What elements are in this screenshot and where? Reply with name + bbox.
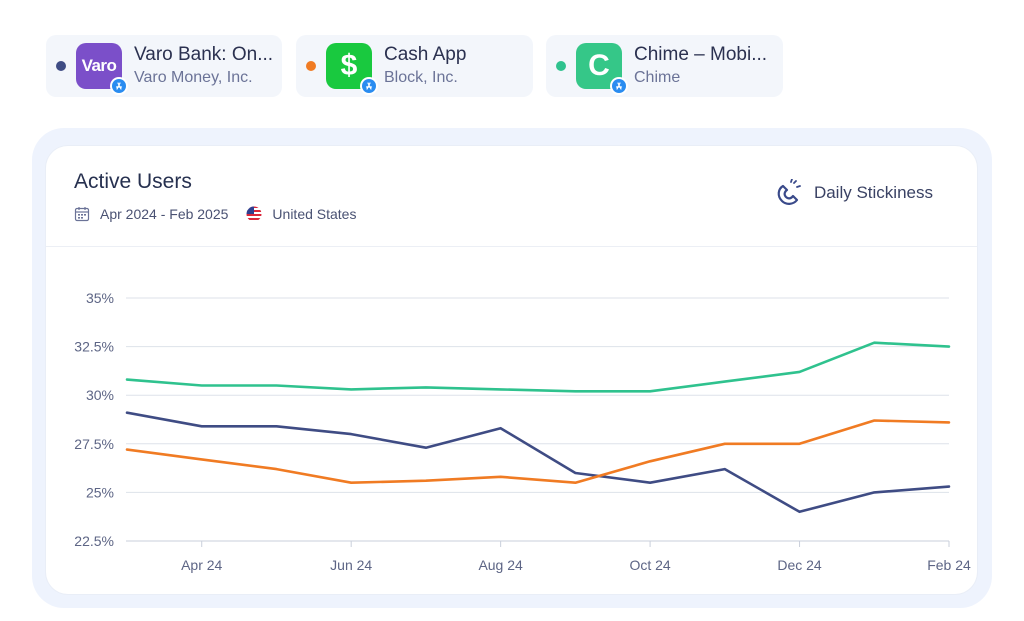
series-dot-cash-app <box>306 61 316 71</box>
y-tick-label: 30% <box>86 387 114 403</box>
x-tick-label: Apr 24 <box>181 557 222 573</box>
app-name: Cash App <box>384 44 467 65</box>
y-tick-label: 27.5% <box>74 436 114 452</box>
country: United States <box>272 206 357 222</box>
cash-app-logo-icon: $ <box>326 43 378 95</box>
y-tick-label: 22.5% <box>74 533 114 549</box>
series-line-varo-bank <box>125 411 951 514</box>
card-title: Active Users <box>74 170 192 193</box>
y-tick-label: 35% <box>86 290 114 306</box>
app-store-icon <box>610 77 628 95</box>
active-users-card: Active Users Apr 2024 - Feb 2025 <box>46 146 977 594</box>
app-card-cash-app[interactable]: $ Cash App Block, Inc. <box>296 35 533 97</box>
app-store-icon <box>110 77 128 95</box>
active-users-line-chart: 35% 32.5% 30% 27.5% 25% 22.5% Apr 24 Jun 24 Aug … <box>74 290 971 573</box>
calendar-icon <box>74 207 90 222</box>
us-flag-icon <box>246 206 262 222</box>
grid-layer <box>126 297 949 542</box>
card-meta: Apr 2024 - Feb 2025 United States <box>74 206 374 222</box>
x-tick-label: Jun 24 <box>330 557 372 573</box>
magnet-icon <box>777 179 801 205</box>
y-tick-label: 32.5% <box>74 339 114 355</box>
app-publisher: Block, Inc. <box>384 69 458 86</box>
daily-stickiness-label: Daily Stickiness <box>813 183 933 202</box>
series-dot-varo <box>56 61 66 71</box>
app-publisher: Varo Money, Inc. <box>134 69 253 86</box>
y-tick-label: 25% <box>86 484 114 500</box>
date-range: Apr 2024 - Feb 2025 <box>100 206 229 222</box>
x-tick-label: Dec 24 <box>777 557 822 573</box>
daily-stickiness-button[interactable]: Daily Stickiness <box>774 179 933 207</box>
axis-layer: 35% 32.5% 30% 27.5% 25% 22.5% Apr 24 Jun 24 Aug … <box>74 290 971 573</box>
app-publisher: Chime <box>634 69 681 86</box>
x-tick-label: Feb 24 <box>927 557 971 573</box>
varo-logo-icon: Varo <box>76 43 128 95</box>
x-tick-label: Aug 24 <box>478 557 523 573</box>
varo-logo-text: Varo <box>81 56 117 75</box>
series-line-chime <box>125 341 951 393</box>
app-card-varo[interactable]: Varo Varo Bank: On... Varo Money, Inc. <box>46 35 282 97</box>
card-divider <box>46 246 977 247</box>
chime-logo-text: C <box>588 49 610 82</box>
app-store-icon <box>360 77 378 95</box>
series-dot-chime <box>556 61 566 71</box>
x-tick-label: Oct 24 <box>629 557 670 573</box>
series-line-cash-app <box>125 419 951 484</box>
app-card-chime[interactable]: C Chime – Mobi... Chime <box>546 35 783 97</box>
app-name: Varo Bank: On... <box>134 44 274 65</box>
series-layer <box>125 341 951 514</box>
chime-logo-icon: C <box>576 43 628 95</box>
app-name: Chime – Mobi... <box>634 44 768 65</box>
cash-app-logo-text: $ <box>340 49 358 82</box>
